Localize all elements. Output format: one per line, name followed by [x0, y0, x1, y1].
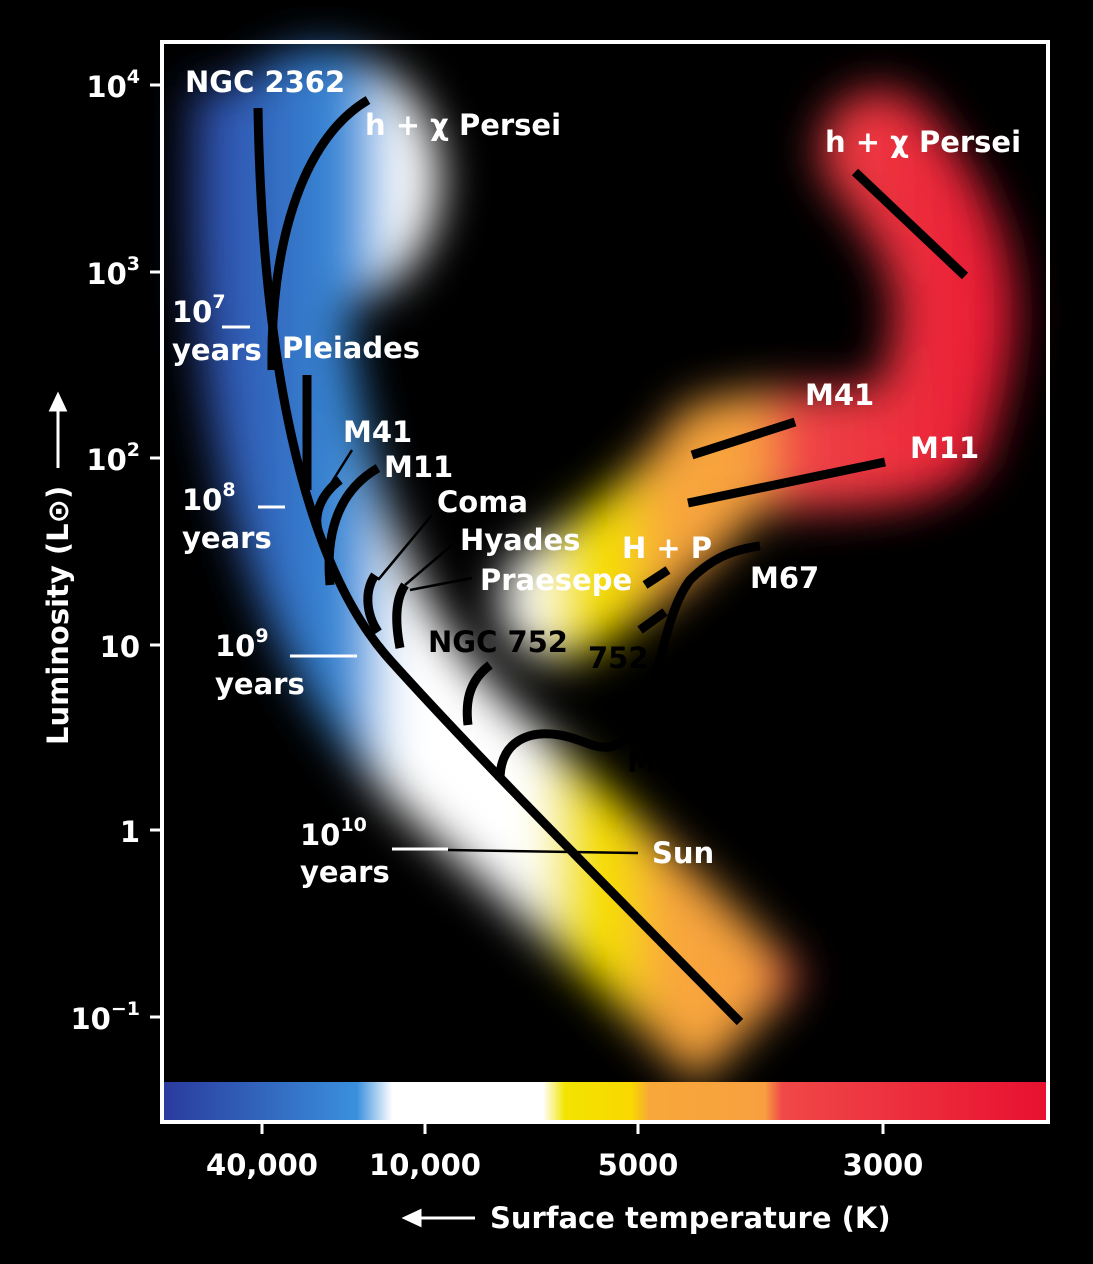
exp: 8: [222, 479, 235, 501]
x-axis-label: Surface temperature (K): [490, 1201, 891, 1235]
exp: 7: [212, 291, 225, 313]
x-tick-label: 3000: [843, 1148, 924, 1182]
age-unit: years: [172, 333, 262, 367]
base: 10: [182, 483, 222, 517]
label: Coma: [437, 485, 528, 519]
label: Pleiades: [282, 331, 420, 365]
exp: 3: [127, 253, 140, 275]
hr-diagram: 104 103 102 10 1 10−1 40,000 10,000 5000…: [0, 0, 1093, 1264]
label: M67: [627, 745, 696, 779]
label: NGC 752: [428, 625, 568, 659]
base: 10: [86, 443, 126, 477]
label: 752: [588, 641, 649, 675]
color-bar: [162, 1082, 1048, 1122]
x-tick-label: 40,000: [206, 1148, 318, 1182]
y-axis-label: Luminosity (L⊙): [41, 486, 75, 745]
exp: 10: [340, 814, 366, 836]
base: 10: [300, 818, 340, 852]
label: Sun: [652, 836, 714, 870]
label: M41: [343, 415, 412, 449]
label: M41: [805, 378, 874, 412]
base: 10: [71, 1002, 111, 1036]
label: Hyades: [460, 523, 580, 557]
base: 10: [172, 295, 212, 329]
base: 10: [86, 70, 126, 104]
exp: 2: [127, 439, 140, 461]
label: M11: [910, 431, 979, 465]
exp: −1: [111, 998, 140, 1020]
label: h + χ Persei: [825, 125, 1021, 159]
x-tick-label: 10,000: [369, 1148, 481, 1182]
age-unit: years: [215, 667, 305, 701]
exp: 9: [255, 625, 268, 647]
age-unit: years: [182, 521, 272, 555]
y-tick-label: 1: [120, 815, 140, 849]
exp: 4: [127, 66, 140, 88]
base: 10: [215, 629, 255, 663]
x-tick-label: 5000: [598, 1148, 679, 1182]
label: H + P: [622, 531, 712, 565]
y-tick-label: 10: [100, 630, 140, 664]
label: M67: [750, 561, 819, 595]
label: h + χ Persei: [365, 108, 561, 142]
label: NGC 2362: [185, 65, 345, 99]
base: 10: [86, 257, 126, 291]
label: Praesepe: [480, 563, 632, 597]
label: M11: [384, 450, 453, 484]
age-unit: years: [300, 855, 390, 889]
